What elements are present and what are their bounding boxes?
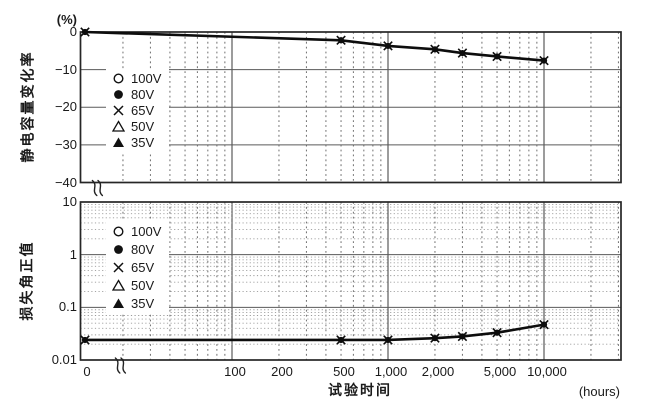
legend-item-80v: 80V bbox=[112, 240, 161, 258]
legend-item-100v: 100V bbox=[112, 70, 161, 86]
legend-marker-x-icon bbox=[113, 105, 124, 116]
legend-item-label: 65V bbox=[131, 102, 155, 118]
x-tick-label: 10,000 bbox=[527, 364, 567, 379]
y-tick-label-panel2: 10 bbox=[62, 194, 77, 209]
x-axis-title: 试验时间 bbox=[328, 382, 392, 398]
legend-marker-triangle-open-icon bbox=[112, 120, 125, 132]
y-tick-label-panel2: 0.1 bbox=[58, 299, 77, 314]
legend-item-label: 80V bbox=[131, 241, 155, 257]
legend-item-label: 50V bbox=[131, 278, 155, 294]
x-tick-label: 200 bbox=[271, 364, 293, 379]
x-tick-label: 5,000 bbox=[483, 364, 517, 379]
legend-marker-circle-open-icon bbox=[113, 73, 124, 84]
legend-item-label: 65V bbox=[131, 259, 155, 275]
legend-marker-triangle-open-icon bbox=[112, 279, 125, 291]
x-tick-label: 100 bbox=[224, 364, 246, 379]
y-tick-label-panel1: 0 bbox=[69, 24, 77, 39]
y-tick-label-panel1: −10 bbox=[54, 62, 77, 77]
bottom-y-axis-title: 损失角正值 bbox=[18, 240, 35, 321]
x-tick-label: 500 bbox=[333, 364, 355, 379]
legend-item-label: 80V bbox=[131, 86, 155, 102]
legend-item-label: 100V bbox=[131, 70, 162, 86]
top-y-unit-label: (%) bbox=[56, 12, 77, 27]
legend-item-35v: 35V bbox=[112, 295, 161, 313]
legend-top: 100V 80V 65V 50V 35V bbox=[106, 69, 170, 152]
legend-item-label: 100V bbox=[131, 223, 162, 239]
legend-marker-circle-filled-icon bbox=[114, 89, 123, 99]
legend-item-80v: 80V bbox=[112, 86, 161, 102]
y-tick-label-panel1: −30 bbox=[54, 137, 77, 152]
y-tick-label-panel1: −40 bbox=[54, 175, 77, 190]
legend-marker-circle-filled-icon bbox=[114, 244, 123, 254]
x-tick-label: 1,000 bbox=[374, 364, 408, 379]
legend-marker-x-icon bbox=[113, 262, 124, 273]
x-tick-label: 2,000 bbox=[421, 364, 455, 379]
legend-marker-circle-open-icon bbox=[113, 226, 124, 237]
legend-item-65v: 65V bbox=[112, 102, 161, 118]
x-tick-label-zero: 0 bbox=[83, 364, 91, 379]
y-tick-label-panel2: 1 bbox=[69, 247, 77, 262]
legend-bottom: 100V 80V 65V 50V 35V bbox=[106, 221, 170, 314]
legend-item-35v: 35V bbox=[112, 135, 161, 151]
y-tick-label-panel1: −20 bbox=[54, 99, 77, 114]
legend-marker-triangle-filled-icon bbox=[113, 298, 124, 309]
legend-item-65v: 65V bbox=[112, 258, 161, 276]
x-axis-unit-label: (hours) bbox=[578, 384, 620, 399]
legend-item-label: 35V bbox=[131, 296, 155, 312]
y-tick-label-panel2: 0.01 bbox=[51, 352, 77, 367]
legend-item-100v: 100V bbox=[112, 222, 161, 240]
legend-item-50v: 50V bbox=[112, 277, 161, 295]
legend-marker-triangle-filled-icon bbox=[113, 137, 124, 148]
legend-item-50v: 50V bbox=[112, 119, 161, 135]
legend-item-label: 50V bbox=[131, 119, 155, 135]
legend-item-label: 35V bbox=[131, 135, 155, 151]
